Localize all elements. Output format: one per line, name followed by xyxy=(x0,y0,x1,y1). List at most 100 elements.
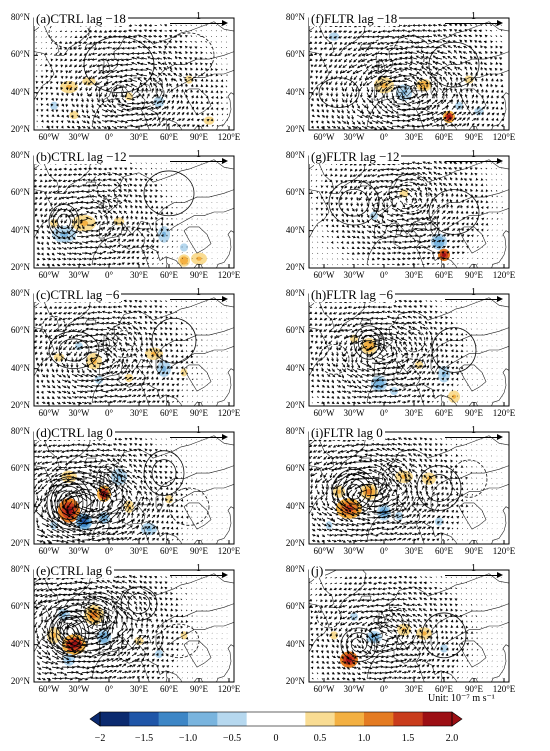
vector xyxy=(109,470,118,474)
vector xyxy=(196,263,198,265)
vector xyxy=(86,508,98,513)
vector-head xyxy=(132,518,135,522)
vector xyxy=(62,500,68,509)
lon-label: 0° xyxy=(104,270,114,280)
vector-head xyxy=(155,211,159,215)
vector-head xyxy=(129,74,133,78)
vector xyxy=(74,351,78,356)
vector-head xyxy=(130,525,133,528)
vector xyxy=(66,528,76,533)
vector-head xyxy=(105,321,109,325)
coastline xyxy=(168,70,234,93)
vector xyxy=(35,506,38,512)
vector xyxy=(130,83,138,88)
vector-head xyxy=(121,95,124,98)
vector-head xyxy=(42,401,46,405)
vector xyxy=(96,389,103,392)
vector xyxy=(175,196,178,198)
vector-head xyxy=(130,210,134,214)
vector-head xyxy=(61,103,65,107)
vector xyxy=(175,322,178,325)
vector-head xyxy=(83,53,87,56)
vector-head xyxy=(72,335,75,339)
vector-head xyxy=(52,390,56,394)
vector-head xyxy=(149,76,153,80)
vector xyxy=(66,539,75,543)
vector xyxy=(36,539,43,543)
vector-head xyxy=(98,210,101,213)
vector-head xyxy=(141,239,144,242)
vector-head xyxy=(165,316,169,319)
vector-head xyxy=(153,299,157,303)
vector xyxy=(201,390,204,392)
vector-head xyxy=(68,492,71,495)
vector-head xyxy=(180,338,183,342)
vector-head xyxy=(140,347,143,351)
vector-head xyxy=(35,80,39,84)
vector-head xyxy=(55,125,59,129)
vector-head xyxy=(95,453,99,457)
vector-head xyxy=(171,388,174,392)
vector-head xyxy=(92,305,96,309)
vector-head xyxy=(89,454,93,458)
vector xyxy=(71,506,75,514)
vector-head xyxy=(84,390,88,394)
vector-head xyxy=(126,485,130,488)
vector-head xyxy=(105,214,108,218)
vector xyxy=(116,485,123,491)
vector-head xyxy=(139,326,143,330)
vector-head xyxy=(49,358,53,362)
shade-blob xyxy=(56,355,62,360)
vector-head xyxy=(96,183,100,187)
vector-head xyxy=(99,233,103,236)
lat-label: 40°N xyxy=(10,362,30,373)
vector-head xyxy=(137,40,141,44)
vector-head xyxy=(69,347,72,351)
vector-head xyxy=(41,509,45,513)
vector-head xyxy=(162,117,165,121)
vector xyxy=(80,219,88,222)
vector-head xyxy=(77,46,81,50)
vector-head xyxy=(62,317,66,321)
vector-head xyxy=(66,535,70,539)
vector-head xyxy=(70,110,74,114)
vector xyxy=(131,107,139,110)
vector-head xyxy=(138,383,142,386)
panel-a-map xyxy=(33,17,235,131)
vector xyxy=(116,500,122,507)
vector-head xyxy=(108,167,112,171)
vector-head xyxy=(60,81,64,85)
vector xyxy=(196,229,198,231)
vector-head xyxy=(55,525,59,529)
vector xyxy=(156,111,162,116)
vector-head xyxy=(125,120,128,124)
vector-head xyxy=(139,377,142,380)
vector xyxy=(126,519,134,524)
vector xyxy=(151,100,157,105)
vector-head xyxy=(50,364,53,367)
contour xyxy=(46,476,92,530)
vector xyxy=(98,480,108,485)
vector-head xyxy=(107,189,111,192)
vector-head xyxy=(158,338,162,341)
vector xyxy=(201,190,203,192)
vector-head xyxy=(141,496,145,500)
contour xyxy=(58,338,90,362)
vector xyxy=(67,191,73,194)
vector-head xyxy=(60,520,63,524)
vector xyxy=(190,40,193,43)
vector xyxy=(94,460,103,463)
vector xyxy=(100,348,108,353)
vector-head xyxy=(67,466,71,470)
vector xyxy=(136,56,143,60)
vector-head xyxy=(120,485,124,489)
vector-head xyxy=(91,485,95,489)
vector-head xyxy=(86,99,89,103)
vector-head xyxy=(159,88,162,92)
vector-head xyxy=(67,191,71,194)
vector-head xyxy=(96,110,100,114)
vector xyxy=(41,126,44,128)
vector-head xyxy=(195,100,199,104)
vector-head xyxy=(106,220,110,224)
vector-head xyxy=(57,263,61,267)
